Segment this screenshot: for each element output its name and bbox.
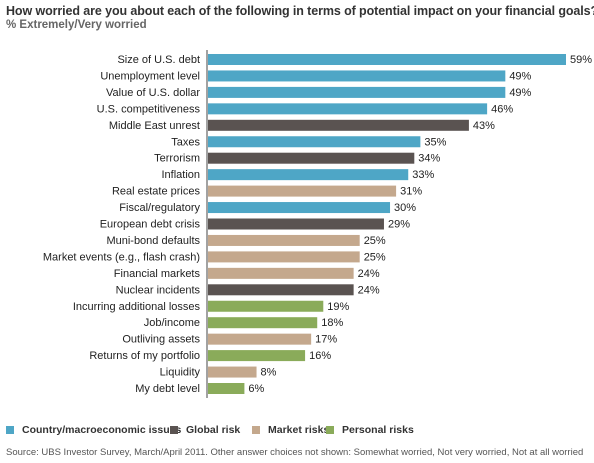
bar: [208, 169, 409, 181]
data-label: 30%: [394, 202, 416, 214]
bar: [208, 317, 318, 329]
legend-item-personal: Personal risks: [326, 424, 414, 436]
category-label: Real estate prices: [112, 186, 201, 198]
data-label: 34%: [418, 153, 440, 165]
bar: [208, 185, 397, 197]
data-label: 31%: [400, 186, 422, 198]
legend: Country/macroeconomic issues Global risk…: [6, 424, 590, 438]
bar: [208, 234, 360, 246]
legend-label-market: Market risks: [268, 424, 330, 436]
category-label: Terrorism: [154, 153, 200, 165]
bar: [208, 86, 506, 98]
legend-swatch-country: [6, 426, 14, 434]
legend-swatch-global: [170, 426, 178, 434]
data-label: 8%: [261, 367, 277, 379]
legend-label-personal: Personal risks: [342, 424, 414, 436]
bar: [208, 70, 506, 82]
data-label: 59%: [570, 54, 592, 66]
category-label: Size of U.S. debt: [117, 54, 200, 66]
data-label: 43%: [473, 120, 495, 132]
category-label: European debt crisis: [100, 219, 201, 231]
legend-item-country: Country/macroeconomic issues: [6, 424, 181, 436]
data-label: 49%: [509, 87, 531, 99]
category-label: U.S. competitiveness: [97, 103, 201, 115]
data-label: 16%: [309, 350, 331, 362]
data-label: 49%: [509, 70, 531, 82]
bar: [208, 366, 257, 378]
category-label: Middle East unrest: [109, 120, 200, 132]
data-label: 35%: [424, 136, 446, 148]
category-label: Taxes: [171, 136, 200, 148]
category-label: Outliving assets: [122, 334, 200, 346]
bar: [208, 218, 384, 230]
category-label: Liquidity: [160, 367, 201, 379]
data-label: 33%: [412, 169, 434, 181]
category-label: Incurring additional losses: [73, 301, 201, 313]
bar: [208, 103, 488, 115]
category-label: My debt level: [135, 383, 200, 395]
bar: [208, 267, 354, 279]
data-label: 24%: [358, 284, 380, 296]
legend-item-global: Global risk: [170, 424, 240, 436]
category-label: Unemployment level: [100, 70, 200, 82]
bar: [208, 152, 415, 164]
bar: [208, 251, 360, 263]
category-label: Value of U.S. dollar: [106, 87, 200, 99]
data-label: 25%: [364, 235, 386, 247]
category-label: Nuclear incidents: [116, 284, 201, 296]
bar: [208, 383, 245, 394]
category-label: Job/income: [144, 317, 200, 329]
source-note: Source: UBS Investor Survey, March/April…: [6, 447, 584, 458]
category-label: Inflation: [161, 169, 200, 181]
legend-label-country: Country/macroeconomic issues: [22, 424, 182, 436]
bar: [208, 284, 354, 296]
data-label: 46%: [491, 103, 513, 115]
bar: [208, 350, 306, 362]
data-label: 6%: [248, 383, 264, 395]
category-label: Market events (e.g., flash crash): [43, 251, 200, 263]
bar: [208, 119, 469, 131]
legend-swatch-personal: [326, 426, 334, 434]
data-label: 17%: [315, 334, 337, 346]
bar: [208, 300, 324, 312]
bar: [208, 333, 312, 345]
category-label: Financial markets: [114, 268, 201, 280]
legend-swatch-market: [252, 426, 260, 434]
bar: [208, 54, 566, 65]
data-label: 25%: [364, 251, 386, 263]
chart-title: How worried are you about each of the fo…: [6, 4, 594, 18]
category-label: Fiscal/regulatory: [119, 202, 200, 214]
data-label: 24%: [358, 268, 380, 280]
chart-subtitle: % Extremely/Very worried: [6, 19, 147, 31]
category-label: Returns of my portfolio: [89, 350, 200, 362]
bar: [208, 202, 391, 214]
data-label: 18%: [321, 317, 343, 329]
legend-item-market: Market risks: [252, 424, 329, 436]
data-label: 19%: [327, 301, 349, 313]
data-label: 29%: [388, 219, 410, 231]
category-label: Muni-bond defaults: [106, 235, 200, 247]
bar: [208, 136, 421, 148]
legend-label-global: Global risk: [186, 424, 241, 436]
